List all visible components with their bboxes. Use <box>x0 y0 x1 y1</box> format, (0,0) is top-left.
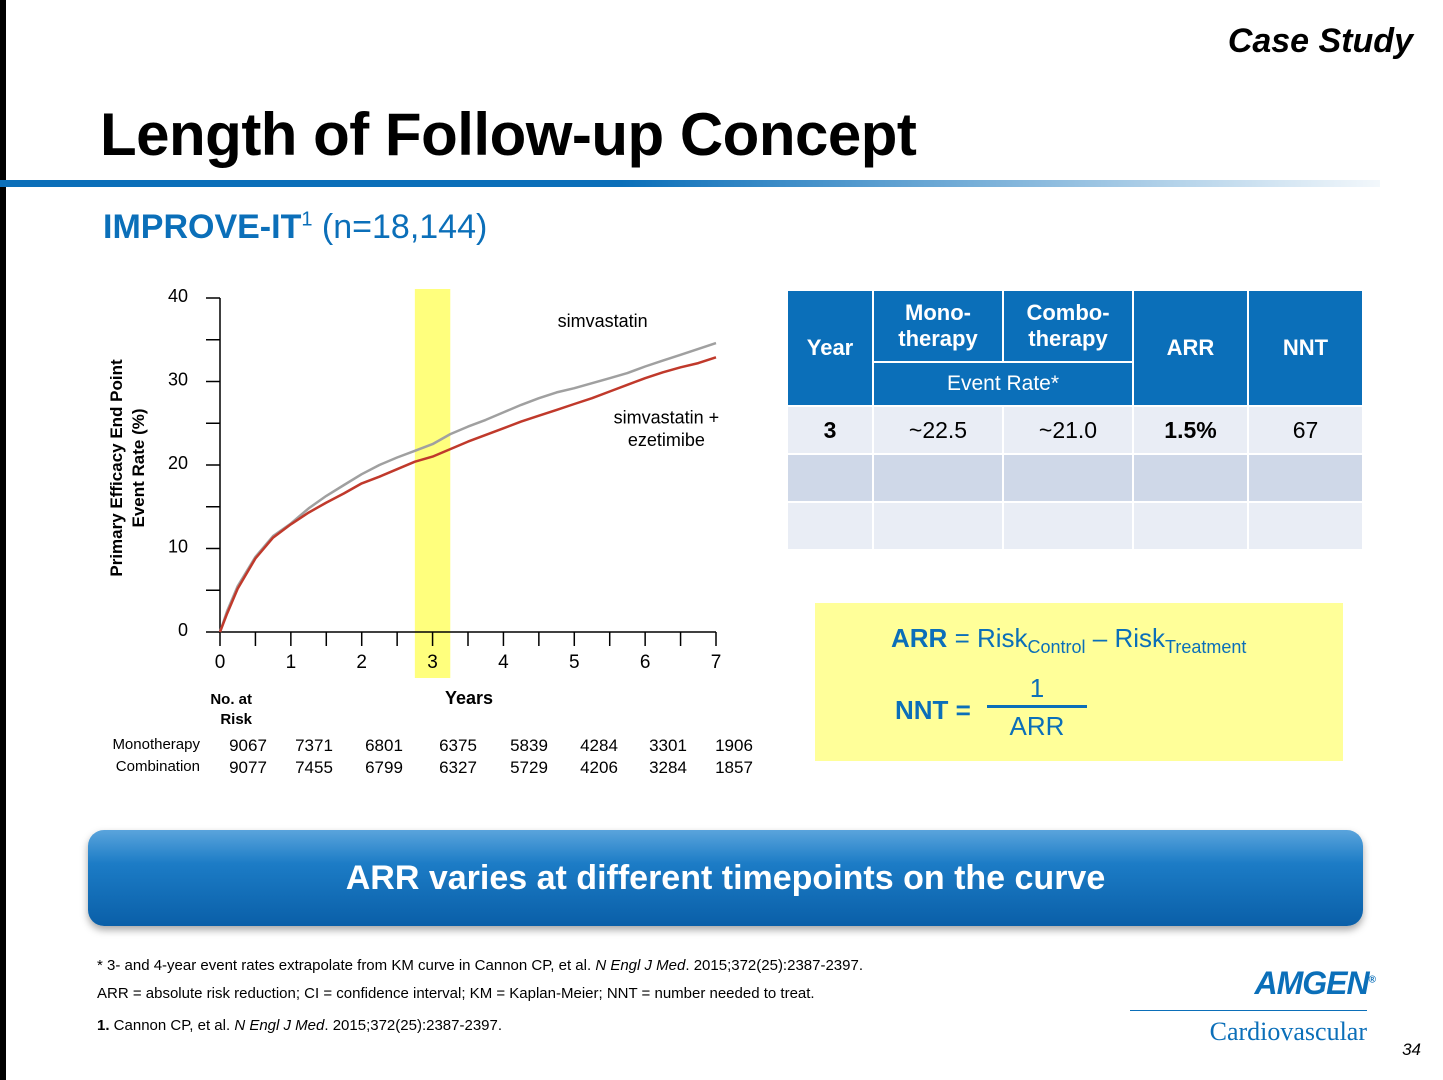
cell-mono <box>872 501 1004 551</box>
table-row <box>786 501 1364 551</box>
risk-value: 7455 <box>295 758 333 777</box>
cell-nnt <box>1247 453 1364 503</box>
cell-year <box>786 501 874 551</box>
trial-name: IMPROVE-IT <box>103 208 302 246</box>
trial-subtitle: IMPROVE-IT1 (n=18,144) <box>103 208 487 247</box>
x-ticks: 0 1 2 3 4 5 6 7 <box>215 632 722 673</box>
y-ticks: 0 10 20 30 40 <box>168 286 220 640</box>
logo-division: Cardiovascular <box>1209 1017 1367 1046</box>
cell-arr <box>1132 501 1249 551</box>
x-tick-label: 2 <box>356 652 367 673</box>
risk-header-line1: No. at <box>210 691 252 708</box>
series-annotation: simvastatin <box>558 311 648 331</box>
risk-value: 5839 <box>510 736 548 755</box>
cell-nnt <box>1247 501 1364 551</box>
risk-value: 3301 <box>649 736 687 755</box>
col-header-monotherapy: Mono-therapy <box>872 289 1004 363</box>
cell-mono <box>872 453 1004 503</box>
x-tick-label: 7 <box>711 652 722 673</box>
amgen-logo: AMGEN® Cardiovascular <box>1130 965 1377 1055</box>
cell-mono: ~22.5 <box>872 405 1004 455</box>
risk-value: 7371 <box>295 736 333 755</box>
trial-reference: 1 <box>301 208 313 231</box>
logo-divider <box>1130 1010 1367 1011</box>
footnote-reference: 1. Cannon CP, et al. N Engl J Med. 2015;… <box>97 1017 503 1034</box>
risk-value: 3284 <box>649 758 687 777</box>
x-tick-label: 5 <box>569 652 580 673</box>
series-lines <box>218 341 717 633</box>
fraction-numerator: 1 <box>1029 673 1045 703</box>
nnt-fraction: 1 ARR <box>987 671 1087 742</box>
col-header-arr: ARR <box>1132 289 1249 407</box>
risk-row-combination: Combination 9077 7455 6799 6327 5729 4206 3284… <box>100 758 760 780</box>
y-tick-label: 0 <box>178 620 188 640</box>
risk-value: 1857 <box>715 758 753 777</box>
footnote-abbreviations: ARR = absolute risk reduction; CI = conf… <box>97 985 815 1002</box>
risk-value: 1906 <box>715 736 753 755</box>
x-tick-label: 4 <box>498 652 509 673</box>
risk-value: 5729 <box>510 758 548 777</box>
cell-combo: ~21.0 <box>1002 405 1134 455</box>
y-tick-label: 20 <box>168 453 188 473</box>
y-axis-label-line2: Event Rate (%) <box>129 408 148 527</box>
arr-formula: ARR = RiskControl – RiskTreatment <box>891 623 1247 658</box>
cell-arr: 1.5% <box>1132 405 1249 455</box>
left-edge-bar <box>0 0 6 1080</box>
x-tick-label: 1 <box>286 652 297 673</box>
y-axis-label-line1: Primary Efficacy End Point <box>107 359 126 577</box>
trial-size: (n=18,144) <box>312 208 488 246</box>
event-rate-table: Year Mono-therapy Combo-therapy ARR NNT … <box>786 289 1364 551</box>
risk-row-monotherapy: Monotherapy 9067 7371 6801 6375 5839 4284 3301… <box>100 736 760 758</box>
cell-year: 3 <box>786 405 874 455</box>
risk-value: 4206 <box>580 758 618 777</box>
title-divider <box>0 180 1380 187</box>
col-header-year: Year <box>786 289 874 407</box>
page-number: 34 <box>1402 1040 1421 1059</box>
series-annotation: simvastatin + <box>614 407 720 427</box>
fraction-denominator: ARR <box>1009 711 1065 741</box>
key-message-banner: ARR varies at different timepoints on th… <box>88 830 1363 926</box>
logo-brand: AMGEN® <box>1254 965 1377 1001</box>
risk-header-line2: Risk <box>220 711 252 728</box>
risk-row-label: Combination <box>115 758 200 775</box>
risk-value: 6799 <box>365 758 403 777</box>
annotations: simvastatin simvastatin + ezetimibe <box>558 311 720 450</box>
x-tick-label: 0 <box>215 652 226 673</box>
cell-nnt: 67 <box>1247 405 1364 455</box>
page-title: Length of Follow-up Concept <box>100 101 917 168</box>
nnt-formula-label: NNT = <box>895 695 971 725</box>
col-header-nnt: NNT <box>1247 289 1364 407</box>
risk-value: 9067 <box>229 736 267 755</box>
risk-row-label: Monotherapy <box>112 736 200 753</box>
col-header-combotherapy: Combo-therapy <box>1002 289 1134 363</box>
fraction-bar <box>987 705 1087 708</box>
x-axis-label: Years <box>445 688 493 708</box>
table-row: 3 ~22.5 ~21.0 1.5% 67 <box>786 405 1364 455</box>
x-tick-label: 6 <box>640 652 651 673</box>
y-tick-label: 40 <box>168 286 188 306</box>
risk-table-header: No. at Risk <box>152 690 252 730</box>
risk-value: 9077 <box>229 758 267 777</box>
series-line-1 <box>218 356 717 633</box>
highlight-band <box>414 289 451 678</box>
risk-value: 4284 <box>580 736 618 755</box>
cell-arr <box>1132 453 1249 503</box>
series-annotation: ezetimibe <box>628 430 705 450</box>
risk-value: 6327 <box>439 758 477 777</box>
cell-combo <box>1002 453 1134 503</box>
table-row <box>786 453 1364 503</box>
cell-combo <box>1002 501 1134 551</box>
risk-value: 6801 <box>365 736 403 755</box>
x-tick-label: 3 <box>427 652 438 673</box>
footnote-extrapolation: * 3- and 4-year event rates extrapolate … <box>97 957 864 974</box>
cell-year <box>786 453 874 503</box>
formula-box: ARR = RiskControl – RiskTreatment NNT = … <box>815 603 1343 761</box>
risk-value: 6375 <box>439 736 477 755</box>
y-tick-label: 30 <box>168 370 188 390</box>
y-tick-label: 10 <box>168 537 188 557</box>
series-line-0 <box>218 341 717 633</box>
case-study-label: Case Study <box>1227 22 1413 60</box>
col-header-event-rate: Event Rate* <box>872 361 1134 407</box>
